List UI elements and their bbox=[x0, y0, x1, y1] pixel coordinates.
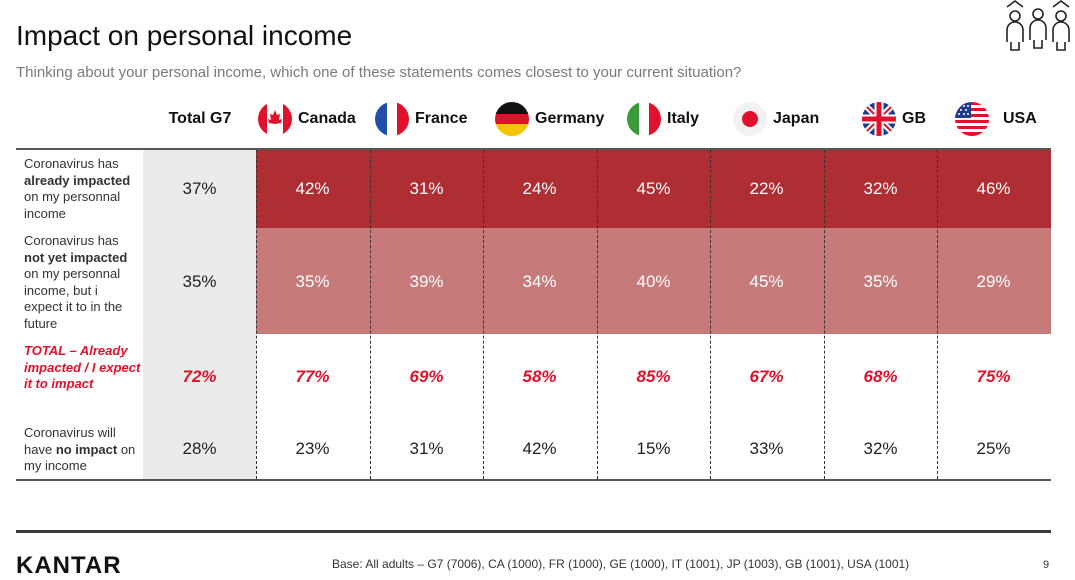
label-text: on my income bbox=[24, 441, 136, 474]
column-header-germany: Germany bbox=[495, 95, 604, 143]
base-note: Base: All adults – G7 (7006), CA (1000),… bbox=[332, 557, 910, 571]
table-cell: 22% bbox=[749, 179, 784, 198]
row-label-no-impact: Coronavirus will have no impact on my in… bbox=[24, 425, 139, 475]
row-label-already-impacted: Coronavirus has already impacted on my p… bbox=[24, 156, 139, 222]
table-bottom-rule bbox=[16, 479, 1051, 481]
total-column-bg bbox=[143, 150, 256, 479]
table-cell: 35% bbox=[182, 272, 217, 291]
column-divider bbox=[483, 150, 484, 479]
column-divider bbox=[710, 150, 711, 479]
row-label-not-yet-impacted: Coronavirus has not yet impacted on my p… bbox=[24, 233, 139, 332]
column-header-canada: Canada bbox=[258, 95, 356, 143]
label-text: Coronavirus has bbox=[24, 233, 119, 248]
people-group-icon bbox=[1006, 0, 1070, 51]
label-emphasis: no impact bbox=[55, 441, 118, 457]
table-cell: 37% bbox=[182, 179, 217, 198]
table-cell: 39% bbox=[409, 272, 444, 291]
table-cell: 46% bbox=[976, 179, 1011, 198]
page-number: 9 bbox=[1043, 559, 1050, 571]
france-flag-icon bbox=[375, 102, 409, 136]
table-cell: 31% bbox=[409, 439, 444, 458]
column-divider bbox=[597, 150, 598, 479]
table-cell: 24% bbox=[522, 179, 557, 198]
column-label: Germany bbox=[535, 110, 605, 127]
table-header-row: Total G7 Canada France Germany bbox=[0, 95, 1075, 143]
japan-flag-icon bbox=[733, 102, 767, 136]
column-label: Japan bbox=[773, 110, 820, 127]
table-cell: 40% bbox=[636, 272, 671, 291]
column-header-gb: GB bbox=[862, 95, 926, 143]
italy-flag-icon bbox=[627, 102, 661, 136]
table-cell: 15% bbox=[636, 439, 671, 458]
table-cell: 28% bbox=[182, 439, 217, 458]
germany-flag-icon bbox=[495, 102, 529, 136]
column-label: GB bbox=[902, 110, 926, 127]
table-cell: 33% bbox=[749, 439, 784, 458]
column-divider bbox=[370, 150, 371, 479]
column-label: USA bbox=[1003, 110, 1037, 127]
column-label: France bbox=[415, 110, 468, 127]
table-cell: 35% bbox=[863, 272, 898, 291]
label-text: on my personnal income bbox=[24, 189, 121, 221]
table-cell: 68% bbox=[863, 367, 898, 386]
table-cell: 58% bbox=[522, 367, 557, 386]
table-cell: 85% bbox=[636, 367, 671, 386]
table-cell: 45% bbox=[749, 272, 784, 291]
footer-rule bbox=[16, 530, 1051, 533]
column-header-italy: Italy bbox=[627, 95, 699, 143]
table-cell: 45% bbox=[636, 179, 671, 198]
table-cell: 32% bbox=[863, 179, 898, 198]
table-cell: 67% bbox=[749, 367, 784, 386]
column-label: Italy bbox=[667, 110, 700, 127]
table-cell: 42% bbox=[295, 179, 330, 198]
table-cell: 72% bbox=[182, 367, 217, 386]
column-divider bbox=[937, 150, 938, 479]
table-cell: 75% bbox=[976, 367, 1011, 386]
table-cell: 34% bbox=[522, 272, 557, 291]
table-top-rule bbox=[16, 148, 1051, 150]
table-cell: 29% bbox=[976, 272, 1011, 291]
table-cell: 23% bbox=[295, 439, 330, 458]
label-emphasis: already impacted bbox=[24, 172, 131, 188]
label-text: on my personnal income, but i expect it … bbox=[24, 266, 123, 331]
data-table: Coronavirus has already impacted on my p… bbox=[16, 148, 1051, 482]
table-cell: 69% bbox=[409, 367, 444, 386]
column-divider bbox=[824, 150, 825, 479]
already-impacted-band bbox=[256, 150, 1051, 228]
usa-flag-icon bbox=[955, 102, 989, 136]
table-cell: 42% bbox=[522, 439, 557, 458]
table-cell: 32% bbox=[863, 439, 898, 458]
table-cell: 25% bbox=[976, 439, 1011, 458]
canada-flag-icon bbox=[258, 102, 292, 136]
table-cell: 31% bbox=[409, 179, 444, 198]
kantar-logo: KANTAR bbox=[16, 552, 122, 579]
column-label: Canada bbox=[298, 110, 356, 127]
column-header-total: Total G7 bbox=[168, 110, 232, 127]
column-header-france: France bbox=[375, 95, 467, 143]
page-subtitle: Thinking about your personal income, whi… bbox=[16, 64, 742, 81]
table-cell: 77% bbox=[295, 367, 330, 386]
label-text: Coronavirus will have bbox=[24, 425, 116, 457]
not-yet-impacted-band bbox=[256, 228, 1051, 334]
page-title: Impact on personal income bbox=[16, 20, 353, 51]
uk-flag-icon bbox=[862, 102, 896, 136]
label-text: Coronavirus has bbox=[24, 156, 119, 171]
table-cell: 35% bbox=[295, 272, 330, 291]
column-divider bbox=[256, 150, 257, 479]
label-emphasis: not yet impacted bbox=[24, 249, 128, 265]
row-label-total: TOTAL – Already impacted / I expect it t… bbox=[24, 343, 141, 391]
column-header-japan: Japan bbox=[733, 95, 819, 143]
column-header-usa: USA bbox=[955, 95, 1037, 143]
